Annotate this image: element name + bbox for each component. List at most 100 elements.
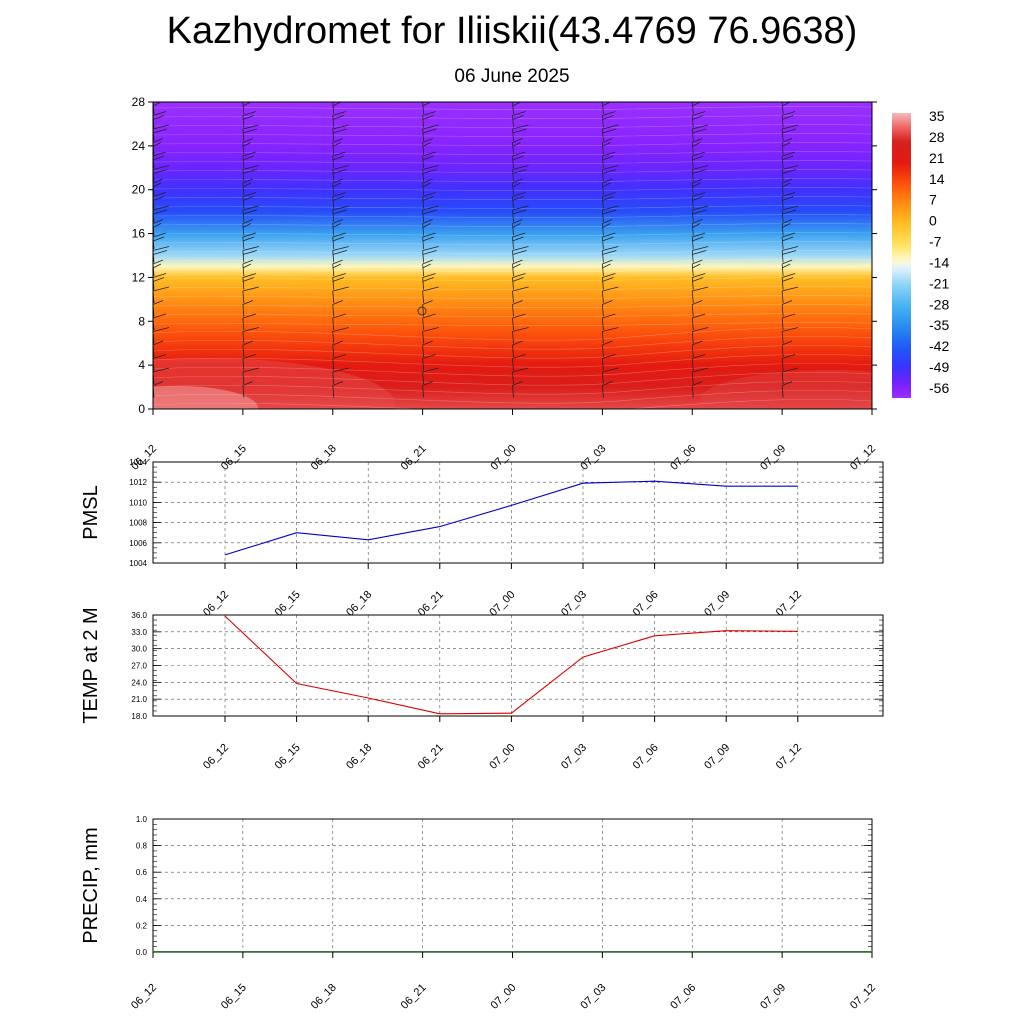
wind-barb-staff (691, 182, 694, 196)
wind-barb-staff (422, 115, 425, 128)
wind-barb-flag (871, 254, 872, 255)
temperature-contour (153, 295, 872, 300)
wind-barb-flag (422, 102, 424, 103)
colorbar (892, 113, 911, 398)
wind-barb-flag (332, 124, 349, 130)
temperature-contour (153, 268, 872, 273)
wind-barb-staff (512, 358, 514, 371)
wind-barb-flag (153, 286, 170, 292)
temp2m-x-tick-label: 06_18 (344, 742, 374, 772)
wind-barb-flag (781, 182, 791, 188)
wind-barb-staff (781, 196, 784, 209)
wind-barb-staff (422, 371, 425, 385)
wind-barb-flag (871, 209, 872, 210)
wind-barb-flag (422, 111, 436, 116)
wind-barb-flag (692, 277, 704, 282)
wind-barb-flag (153, 155, 165, 161)
wind-barb-flag (242, 327, 259, 332)
wind-barb-flag (602, 209, 617, 215)
wind-barb-flag (332, 169, 347, 174)
wind-barb-flag (782, 354, 796, 359)
colorbar-label: 7 (929, 192, 937, 208)
wind-barb-flag (602, 182, 611, 188)
wind-barb-flag (871, 267, 872, 268)
wind-barb-flag (422, 327, 439, 332)
wind-barb-flag (422, 155, 434, 161)
wind-barb-flag (332, 102, 334, 103)
pmsl-x-tick-label: 06_21 (416, 589, 446, 619)
wind-barb-flag (871, 304, 872, 305)
wind-barb-flag (153, 169, 168, 174)
precip-y-tick-label: 0.0 (136, 948, 148, 957)
wind-barb-staff (332, 196, 335, 209)
wind-barb-staff (691, 209, 694, 223)
wind-barb-flag (332, 182, 341, 188)
wind-barb-flag (512, 313, 526, 319)
wind-barb-staff (781, 182, 784, 196)
wind-barb-flag (153, 277, 165, 282)
wind-barb-staff (781, 277, 784, 290)
precip-x-tick-label: 07_06 (668, 982, 698, 1012)
precip-x-tick-label: 06_15 (219, 982, 249, 1012)
wind-barb-flag (512, 246, 529, 251)
wind-barb-staff (512, 142, 514, 155)
wind-barb-flag (153, 165, 170, 170)
precip-x-tick-label: 07_09 (758, 982, 788, 1012)
wind-barb-flag (422, 142, 431, 147)
wind-barb-flag (781, 142, 791, 147)
wind-barb-flag (242, 142, 252, 147)
wind-barb-flag (422, 259, 433, 265)
wind-barb-flag (422, 263, 431, 269)
wind-barb-flag (242, 381, 254, 386)
wind-barb-flag (242, 246, 259, 251)
wind-barb-flag (332, 142, 341, 147)
wind-barb-flag (692, 102, 701, 107)
wind-barb-flag (512, 340, 523, 346)
wind-barb-staff (332, 290, 335, 304)
wind-barb-staff (781, 142, 784, 155)
wind-barb-flag (153, 232, 167, 238)
wind-barb-flag (153, 196, 165, 201)
wind-barb-staff (332, 223, 335, 236)
wind-barb-staff (601, 344, 604, 358)
temperature-contour (153, 345, 872, 359)
wind-barb-staff (781, 115, 784, 128)
wind-barb-flag (602, 192, 616, 197)
pmsl-x-tick-label: 07_06 (631, 589, 661, 619)
wind-barb-staff (422, 385, 425, 398)
temperature-contour (153, 322, 872, 327)
wind-barb-flag (332, 138, 343, 143)
wind-barb-flag (422, 232, 436, 238)
wind-barb-flag (871, 385, 872, 386)
wind-barb-staff (242, 250, 245, 263)
wind-barb-flag (692, 236, 704, 242)
wind-barb-flag (153, 223, 162, 228)
heat-x-tick-label: 07_12 (848, 443, 878, 473)
wind-barb-staff (242, 128, 245, 142)
wind-barb-flag (692, 102, 694, 103)
wind-barb-flag (781, 259, 793, 265)
wind-barb-staff (601, 155, 604, 169)
wind-barb-flag (242, 232, 256, 238)
wind-barb-flag (692, 232, 706, 238)
wind-barb-staff (781, 263, 784, 277)
wind-barb-staff (422, 250, 425, 263)
wind-barb-flag (153, 142, 162, 147)
colorbar-label: 0 (929, 213, 937, 229)
wind-barb-flag (692, 219, 703, 224)
heat-y-tick-label: 12 (132, 270, 146, 284)
wind-barb-flag (332, 223, 341, 228)
heat-x-tick-label: 07_00 (489, 443, 519, 473)
precip-x-tick-label: 07_03 (578, 982, 608, 1012)
wind-barb-flag (332, 300, 343, 305)
wind-barb-flag (242, 138, 254, 143)
wind-barb-flag (153, 182, 162, 188)
wind-barb-flag (872, 98, 882, 102)
wind-barb-flag (242, 111, 256, 116)
wind-barb-flag (692, 155, 704, 161)
temperature-contour (153, 169, 872, 174)
wind-barb-staff (691, 290, 694, 304)
wind-barb-flag (512, 165, 529, 170)
wind-barb-flag (692, 223, 701, 228)
wind-barb-flag (782, 124, 799, 130)
